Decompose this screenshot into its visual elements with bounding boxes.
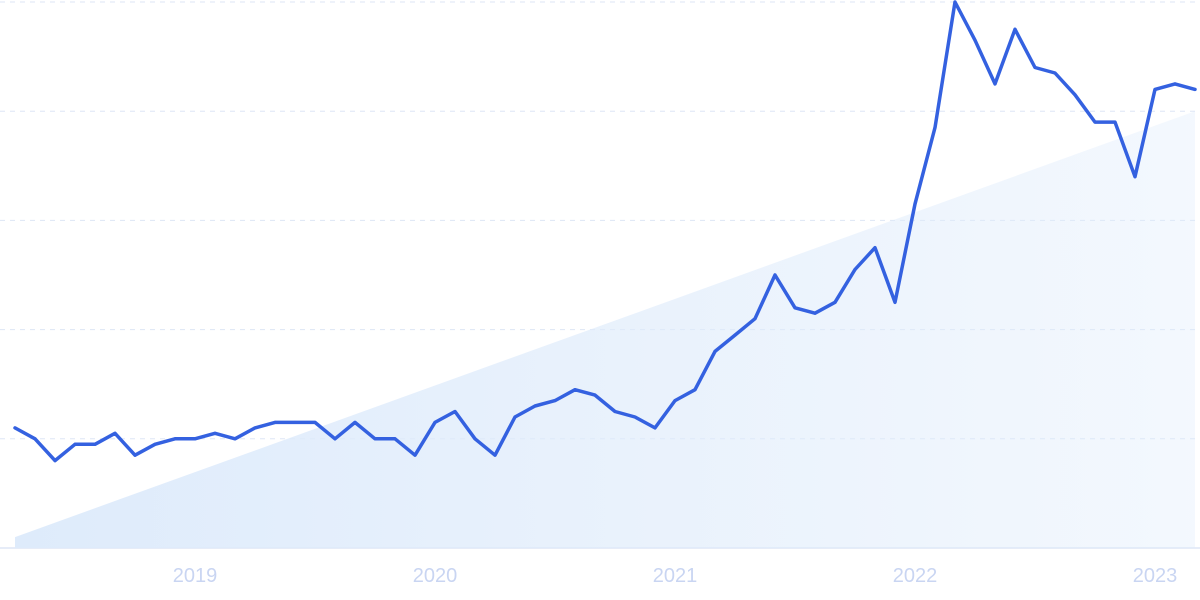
data-point	[593, 393, 597, 397]
x-tick-label: 2021	[653, 565, 698, 587]
x-tick-label: 2020	[413, 565, 458, 587]
data-point	[753, 317, 757, 321]
series-line	[13, 0, 1197, 463]
data-point	[673, 399, 677, 403]
data-point	[773, 273, 777, 277]
data-point	[553, 399, 557, 403]
data-point	[453, 410, 457, 413]
data-point	[913, 202, 917, 206]
data-point	[353, 420, 357, 424]
data-point	[1093, 120, 1097, 124]
data-point	[813, 311, 817, 315]
data-point	[193, 437, 197, 441]
data-point	[333, 437, 337, 441]
data-point	[233, 437, 237, 441]
data-point	[33, 437, 37, 441]
data-point	[613, 410, 617, 413]
data-point	[573, 388, 577, 392]
data-point	[693, 388, 697, 392]
data-point	[713, 349, 717, 353]
data-point	[533, 404, 537, 408]
data-point	[213, 431, 217, 435]
data-point	[1193, 87, 1197, 91]
data-point	[493, 453, 497, 457]
data-point	[873, 246, 877, 250]
data-point	[633, 415, 637, 419]
data-point	[1073, 93, 1077, 97]
x-tick-label: 2019	[173, 565, 218, 587]
data-point	[1113, 120, 1117, 124]
x-tick-label: 2022	[893, 565, 938, 587]
data-point	[993, 82, 997, 86]
data-point	[1153, 87, 1157, 91]
series-line-layer	[13, 0, 1197, 463]
data-point	[253, 426, 257, 430]
data-point	[153, 442, 157, 446]
data-point	[1013, 27, 1017, 31]
data-point	[433, 420, 437, 424]
data-point	[473, 437, 477, 441]
data-point	[273, 420, 277, 424]
data-point	[293, 420, 297, 424]
data-point	[793, 306, 797, 310]
data-point	[893, 300, 897, 304]
data-point	[833, 300, 837, 304]
data-point	[133, 453, 137, 457]
data-point	[953, 0, 957, 4]
data-point	[853, 268, 857, 272]
data-point	[1033, 66, 1037, 70]
data-point	[933, 126, 937, 130]
data-point	[173, 437, 177, 441]
data-point	[653, 426, 657, 430]
trend-area	[15, 111, 1195, 548]
data-point	[113, 431, 117, 435]
data-point	[973, 38, 977, 42]
data-point	[73, 442, 77, 446]
data-point	[313, 420, 317, 424]
data-point	[1173, 82, 1177, 86]
x-axis-tick-labels: 2019 2020 2021 2022 2023	[173, 565, 1178, 587]
data-point	[53, 459, 57, 463]
data-point	[413, 453, 417, 457]
data-point	[13, 426, 17, 430]
data-point	[1133, 175, 1137, 179]
trendline-area	[15, 111, 1195, 548]
data-point	[393, 437, 397, 441]
data-point	[1053, 71, 1057, 75]
data-point	[373, 437, 377, 441]
data-point	[733, 333, 737, 337]
data-point	[513, 415, 517, 419]
x-tick-label: 2023	[1133, 565, 1178, 587]
data-point	[93, 442, 97, 446]
